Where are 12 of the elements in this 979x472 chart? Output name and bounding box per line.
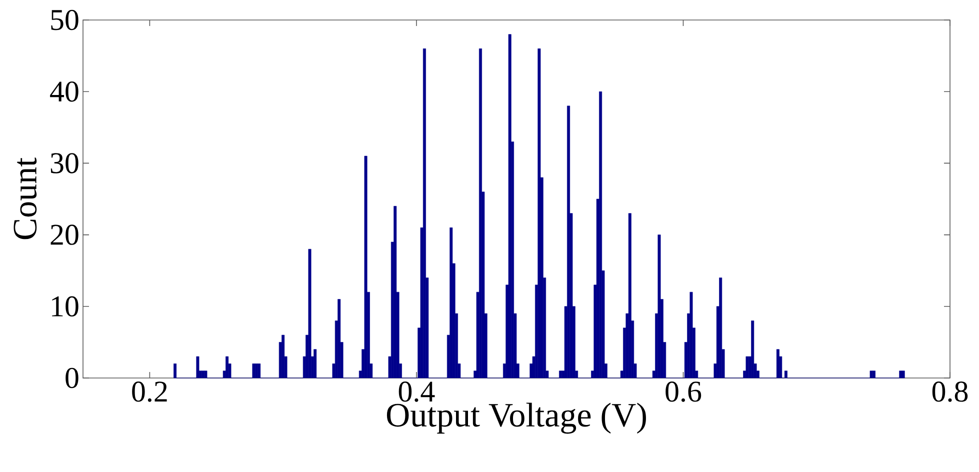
x-tick-label: 0.6 bbox=[666, 382, 702, 402]
x-tick-label: 0.4 bbox=[398, 382, 435, 402]
x-axis-title: Output Voltage (V) bbox=[386, 402, 646, 434]
y-tick-label: 40 bbox=[50, 81, 78, 102]
y-tick-label: 10 bbox=[52, 296, 78, 317]
y-tick-label: 20 bbox=[50, 224, 78, 245]
x-tick-label: 0.2 bbox=[132, 382, 167, 402]
y-tick-label: 50 bbox=[51, 10, 78, 30]
x-tick-label: 0.8 bbox=[932, 382, 968, 402]
y-tick-label: 0 bbox=[66, 368, 78, 388]
y-axis-title: Count bbox=[14, 158, 37, 240]
y-tick-label: 30 bbox=[50, 153, 78, 174]
